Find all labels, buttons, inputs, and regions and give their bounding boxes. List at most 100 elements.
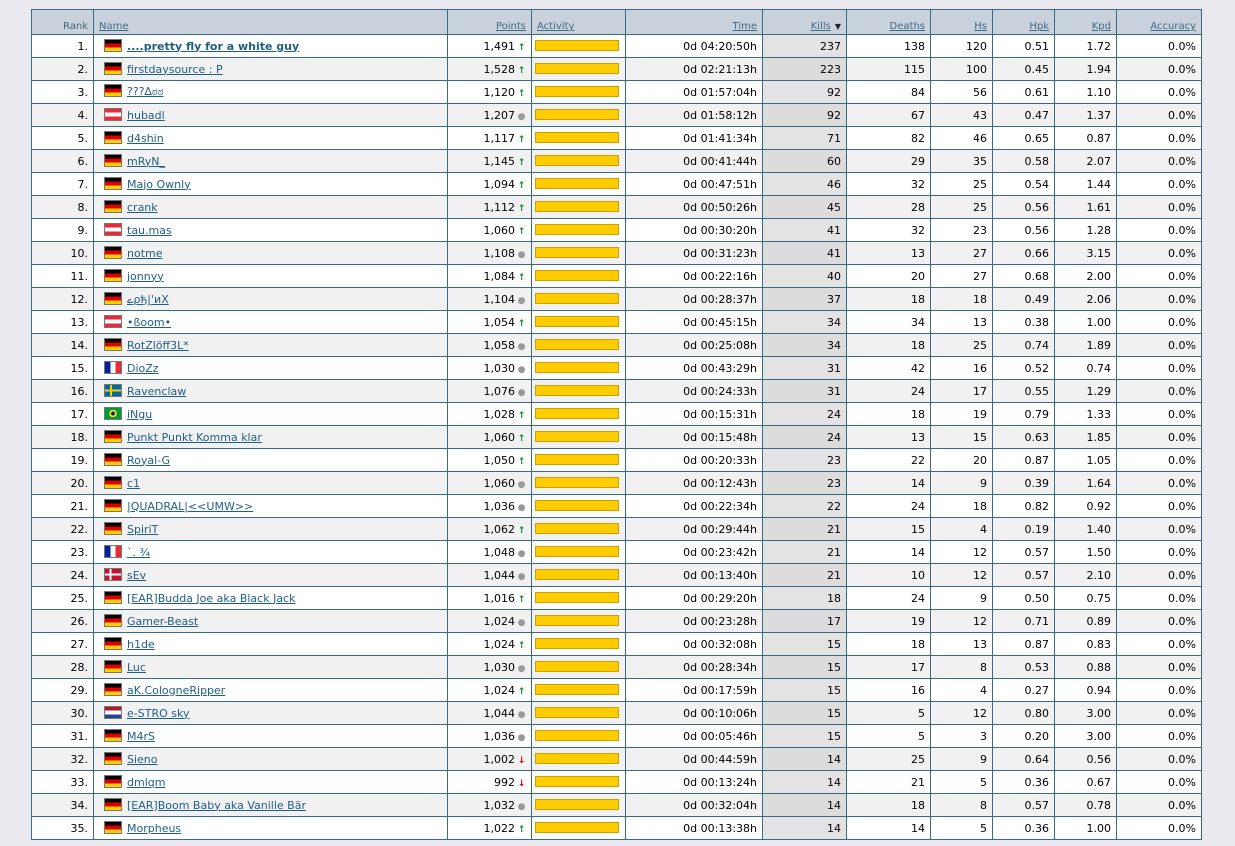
rank-cell: 17. [31, 402, 94, 426]
hs-cell: 8 [930, 655, 993, 679]
kills-cell: 14 [762, 816, 847, 840]
sort-by-deaths-link[interactable]: Deaths [889, 21, 925, 32]
trend-up-icon: ↑ [517, 433, 526, 444]
points-cell: 1,032 ● [447, 793, 532, 817]
player-name-link[interactable]: ???∆ಠಠ [127, 85, 164, 98]
player-name-link[interactable]: Sieno [127, 752, 158, 766]
sort-by-name-link[interactable]: Name [99, 21, 129, 32]
accuracy-cell: 0.0% [1116, 747, 1202, 771]
activity-bar [535, 315, 619, 327]
sort-by-time-link[interactable]: Time [732, 21, 757, 32]
sort-by-points-link[interactable]: Points [495, 21, 526, 32]
player-name-link[interactable]: Royal-G [127, 453, 171, 467]
col-header-time[interactable]: Time [625, 9, 763, 35]
rank-cell: 33. [31, 770, 94, 794]
time-cell: 0d 00:22:16h [625, 264, 763, 288]
player-name-link[interactable]: SpiriT [127, 522, 159, 536]
sort-by-hpk-link[interactable]: Hpk [1029, 21, 1049, 32]
dk-flag-icon [105, 568, 121, 580]
hs-cell: 12 [930, 609, 993, 633]
activity-bar [535, 108, 619, 120]
player-name-link[interactable]: crank [127, 200, 158, 214]
sort-by-activity-link[interactable]: Activity [537, 21, 575, 32]
col-header-kpd[interactable]: Kpd [1054, 9, 1117, 35]
time-cell: 0d 00:13:38h [625, 816, 763, 840]
player-name-link[interactable]: sEv [127, 568, 147, 582]
col-header-name[interactable]: Name [93, 9, 448, 35]
player-name-link[interactable]: firstdaysource : P [127, 62, 223, 76]
points-value: 1,028 [483, 407, 516, 421]
player-name-link[interactable]: aK.CologneRipper [127, 683, 226, 697]
player-name-link[interactable]: [EAR]Budda Joe aka Black Jack [127, 591, 296, 605]
kills-cell: 23 [762, 448, 847, 472]
player-name-link[interactable]: `. ¾ [127, 545, 151, 559]
points-value: 1,060 [483, 476, 516, 490]
kpd-cell: 0.75 [1054, 586, 1117, 610]
player-name-link[interactable]: notme [127, 246, 163, 260]
player-name-link[interactable]: ےρђ|'иΧ [127, 292, 169, 306]
rankings-body: 1. ....pretty fly for a white guy 1,491 ↑ 0d… [31, 34, 1202, 840]
trend-same-icon: ● [517, 709, 526, 720]
player-name-link[interactable]: ....pretty fly for a white guy [127, 39, 300, 53]
col-header-accuracy[interactable]: Accuracy [1116, 9, 1202, 35]
kills-cell: 223 [762, 57, 847, 81]
col-header-hs[interactable]: Hs [930, 9, 993, 35]
name-cell: M4rS [93, 724, 448, 748]
player-name-link[interactable]: d4shin [127, 131, 164, 145]
player-name-link[interactable]: Gamer-Beast [127, 614, 199, 628]
time-cell: 0d 02:21:13h [625, 57, 763, 81]
points-cell: 1,060 ↑ [447, 218, 532, 242]
col-header-points[interactable]: Points [447, 9, 532, 35]
player-name-link[interactable]: h1de [127, 637, 155, 651]
hpk-cell: 0.57 [992, 793, 1055, 817]
col-header-deaths[interactable]: Deaths [846, 9, 931, 35]
deaths-cell: 16 [846, 678, 931, 702]
accuracy-cell: 0.0% [1116, 333, 1202, 357]
hs-cell: 20 [930, 448, 993, 472]
player-name-link[interactable]: Ravenclaw [127, 384, 187, 398]
col-header-activity[interactable]: Activity [531, 9, 626, 35]
player-name-link[interactable]: [EAR]Boom Baby aka Vanille Bär [127, 798, 306, 812]
activity-cell [531, 402, 626, 426]
player-name-link[interactable]: tau.mas [127, 223, 172, 237]
deaths-cell: 21 [846, 770, 931, 794]
player-name-link[interactable]: Luc [127, 660, 146, 674]
player-name-link[interactable]: Morpheus [127, 821, 182, 835]
points-value: 1,528 [483, 62, 516, 76]
name-cell: jonnyy [93, 264, 448, 288]
player-name-link[interactable]: mRyN_ [127, 154, 165, 168]
name-cell: h1de [93, 632, 448, 656]
sort-by-kpd-link[interactable]: Kpd [1091, 21, 1111, 32]
player-name-link[interactable]: jonnyy [127, 269, 164, 283]
hpk-cell: 0.71 [992, 609, 1055, 633]
kills-cell: 18 [762, 586, 847, 610]
sort-by-accuracy-link[interactable]: Accuracy [1150, 21, 1196, 32]
kpd-cell: 1.00 [1054, 310, 1117, 334]
deaths-cell: 14 [846, 471, 931, 495]
player-name-link[interactable]: M4rS [127, 729, 155, 743]
player-name-link[interactable]: DioZz [127, 361, 159, 375]
player-name-link[interactable]: hubadl [127, 108, 165, 122]
player-name-link[interactable]: Majo Ownly [127, 177, 191, 191]
player-name-link[interactable]: iNgu [127, 407, 153, 421]
deaths-cell: 17 [846, 655, 931, 679]
player-name-link[interactable]: |QUADRAL|<<UMW>> [127, 499, 254, 513]
sort-by-kills-link[interactable]: Kills [810, 21, 831, 32]
sort-by-hs-link[interactable]: Hs [974, 21, 987, 32]
player-name-link[interactable]: e-STRO sky [127, 706, 190, 720]
points-cell: 1,054 ↑ [447, 310, 532, 334]
kills-cell: 15 [762, 632, 847, 656]
rank-cell: 25. [31, 586, 94, 610]
player-name-link[interactable]: c1 [127, 476, 141, 490]
kpd-cell: 1.85 [1054, 425, 1117, 449]
col-header-kills[interactable]: Kills ▼ [762, 9, 847, 35]
player-name-link[interactable]: RotZlöff3L* [127, 338, 189, 352]
player-name-link[interactable]: dmlqm [127, 775, 166, 789]
accuracy-cell: 0.0% [1116, 80, 1202, 104]
player-name-link[interactable]: •ßoom• [127, 315, 172, 329]
kpd-cell: 3.15 [1054, 241, 1117, 265]
player-name-link[interactable]: Punkt Punkt Komma klar [127, 430, 262, 444]
col-header-hpk[interactable]: Hpk [992, 9, 1055, 35]
name-cell: [EAR]Boom Baby aka Vanille Bär [93, 793, 448, 817]
points-cell: 1,062 ↑ [447, 517, 532, 541]
